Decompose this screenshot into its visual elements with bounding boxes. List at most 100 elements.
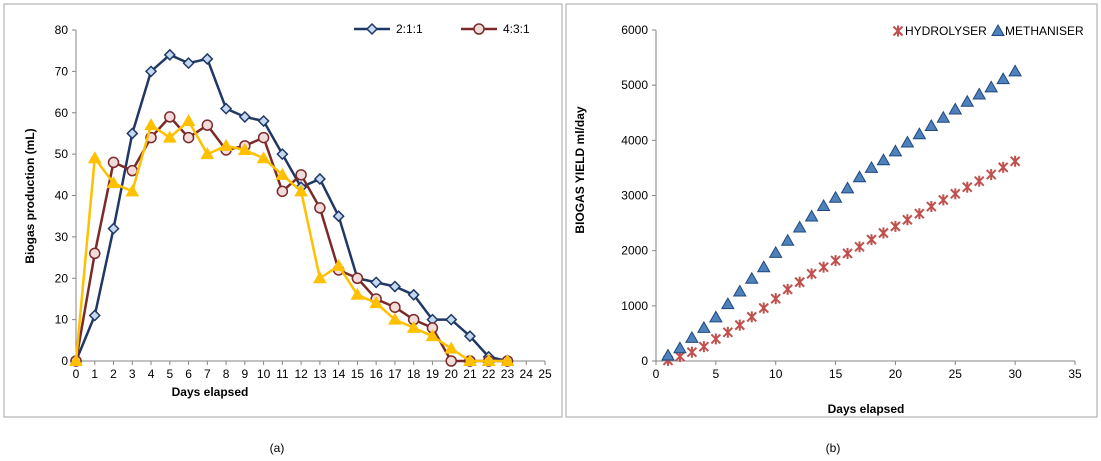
- a-series-1-point: [164, 111, 176, 123]
- b-series-0-point: [734, 319, 746, 331]
- x-tick-label: 21: [463, 367, 477, 381]
- b-series-0-point: [950, 188, 961, 200]
- x-tick-label: 35: [1068, 367, 1082, 381]
- b-series-1-point: [828, 190, 843, 203]
- x-tick-label: 0: [653, 367, 660, 381]
- y-tick-label: 0: [61, 354, 68, 368]
- a-series-2-point: [237, 142, 252, 155]
- b-series-1-point: [888, 144, 903, 157]
- a-series-0-point: [445, 313, 458, 326]
- a-series-1-point: [201, 119, 214, 131]
- b-series-1-point: [744, 271, 759, 284]
- y-tick-label: 50: [55, 147, 69, 161]
- legend-label: METHANISER: [1005, 24, 1084, 38]
- a-series-1-point: [182, 131, 195, 144]
- a-series-2-point: [331, 258, 346, 271]
- y-tick-label: 0: [641, 354, 648, 368]
- a-series-0-point: [370, 276, 383, 289]
- a-series-1-point: [89, 247, 101, 260]
- a-series-2: [69, 114, 515, 366]
- b-series-0-point: [710, 333, 722, 345]
- b-series-1-point: [948, 102, 963, 115]
- b-series-0-point: [818, 261, 829, 273]
- b-series-0-point: [842, 247, 853, 259]
- a-series-2-point: [500, 353, 515, 366]
- x-tick-label: 2: [110, 367, 117, 381]
- b-series-0-point: [926, 201, 937, 213]
- a-series-0-point: [88, 309, 101, 322]
- a-series-2-point: [275, 167, 290, 180]
- y-tick-label: 2000: [621, 244, 648, 258]
- a-series-2-point: [294, 184, 308, 197]
- a-series-0-point: [407, 288, 420, 301]
- a-series-2-point: [256, 151, 271, 164]
- b-series-0-point: [770, 293, 781, 305]
- x-tick-label: 7: [204, 367, 211, 381]
- b-series-0-point: [985, 169, 997, 181]
- b-series-1-point: [816, 198, 831, 211]
- a-series-1-point: [445, 355, 457, 367]
- b-series-1-point: [685, 330, 699, 343]
- b-series-0-point: [758, 302, 769, 314]
- a-series-2-point: [162, 130, 177, 143]
- chart-b: 0 1000 2000 3000 4000 5000 6000 0 5 10 15 20 25 30 35…: [573, 23, 1084, 416]
- a-series-2-point: [425, 329, 440, 342]
- b-series-0-point: [854, 241, 865, 253]
- b-series-0-point: [962, 181, 973, 193]
- b-series-0-point: [997, 161, 1009, 173]
- b-series-1-point: [912, 127, 927, 140]
- a-series-1-point: [126, 164, 139, 177]
- a-series-1-point: [351, 272, 364, 284]
- b-series-1-point: [804, 209, 819, 222]
- a-series-2-point: [144, 118, 158, 131]
- panel-a-frame: [3, 3, 563, 418]
- a-series-2-point: [181, 114, 196, 127]
- b-series-0-point: [830, 255, 841, 267]
- a-series-2-point: [200, 147, 215, 160]
- a-series-1-point: [314, 202, 326, 214]
- y-tick-label: 10: [55, 313, 69, 327]
- a-series-2-point: [463, 353, 477, 366]
- b-series-0-point: [782, 283, 793, 295]
- a-series-0-point: [388, 280, 401, 293]
- b-series-0-point: [722, 326, 734, 338]
- a-series-2-point: [350, 287, 365, 300]
- legend-label: 4:3:1: [503, 22, 530, 36]
- y-tick-label: 40: [55, 189, 69, 203]
- a-legend-entry: 2:1:1: [354, 22, 423, 36]
- x-tick-label: 0: [73, 367, 80, 381]
- x-tick-label: 8: [223, 367, 230, 381]
- a-series-2-point: [106, 176, 121, 189]
- a-series-2-point: [369, 296, 384, 309]
- b-series-1-point: [996, 72, 1011, 85]
- a-series-2-point: [406, 320, 421, 333]
- b-series-1-point: [840, 181, 855, 194]
- y-tick-label: 60: [55, 106, 69, 120]
- b-series-1-point: [720, 297, 735, 310]
- a-series-0-point: [144, 65, 158, 78]
- b-series-0-point: [878, 227, 889, 239]
- x-tick-label: 16: [369, 367, 383, 381]
- chart-a-x-axis-title: Days elapsed: [172, 385, 249, 399]
- x-tick-label: 14: [332, 367, 346, 381]
- x-tick-label: 10: [257, 367, 271, 381]
- x-tick-label: 18: [407, 367, 421, 381]
- x-tick-label: 25: [538, 367, 552, 381]
- a-series-0-point: [257, 114, 270, 128]
- chart-b-x-axis-title: Days elapsed: [828, 402, 905, 416]
- a-series-0-point: [276, 148, 289, 161]
- b-series-1: [661, 64, 1023, 361]
- b-series-1-point: [960, 94, 975, 107]
- caption-b: (b): [826, 441, 841, 455]
- b-series-0: [662, 155, 1021, 366]
- x-tick-label: 11: [276, 367, 289, 381]
- b-series-1-point: [661, 348, 675, 361]
- b-series-1-point: [673, 341, 687, 354]
- b-series-1-point: [864, 160, 879, 173]
- x-tick-label: 6: [185, 367, 192, 381]
- b-series-0-point: [806, 268, 817, 280]
- x-tick-label: 1: [91, 367, 98, 381]
- x-tick-label: 3: [129, 367, 136, 381]
